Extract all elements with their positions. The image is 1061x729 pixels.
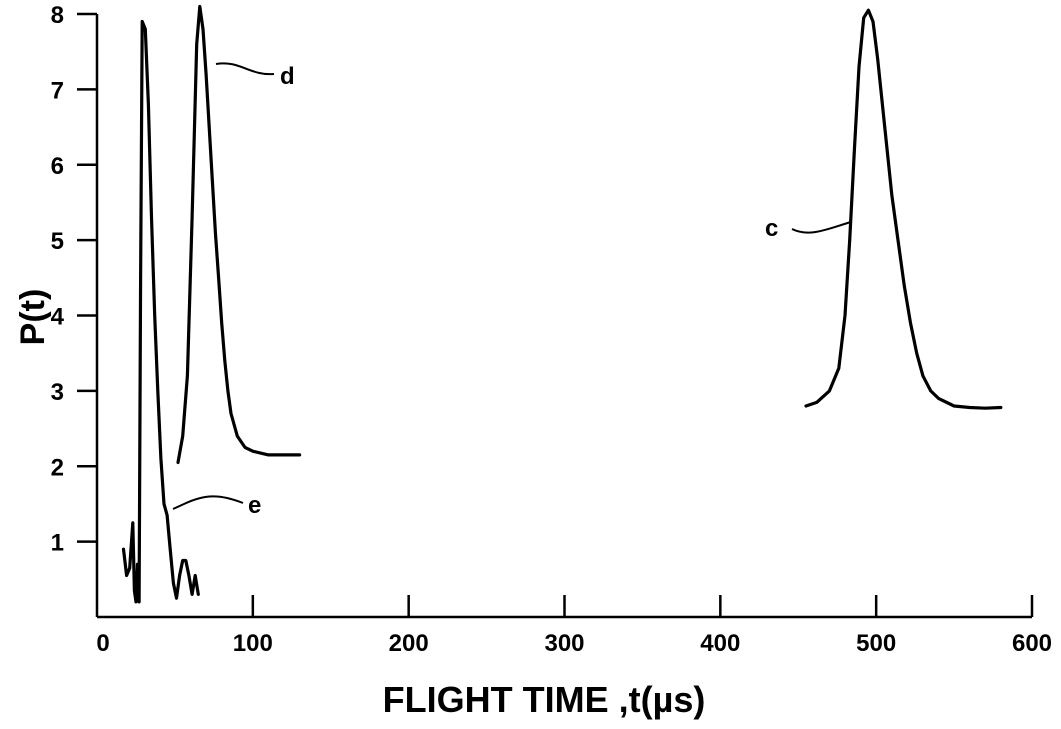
x-axis-ticks: 0 100 200 300 400 500 600 bbox=[96, 595, 1052, 657]
leader-line-c bbox=[791, 221, 852, 234]
y-axis-ticks: 1 2 3 4 5 6 7 8 bbox=[51, 2, 97, 557]
y-tick-label: 1 bbox=[51, 530, 64, 557]
y-tick-label: 4 bbox=[51, 304, 65, 331]
series-label-c: c bbox=[765, 215, 778, 242]
x-tick-label: 600 bbox=[1012, 630, 1052, 657]
y-tick-label: 7 bbox=[51, 77, 64, 104]
x-tick-label: 100 bbox=[233, 630, 273, 657]
x-tick-label: 300 bbox=[544, 630, 584, 657]
x-axis-title: FLIGHT TIME ,t(µs) bbox=[383, 679, 706, 720]
plot-area bbox=[95, 14, 1032, 619]
series-labels: e d c bbox=[172, 62, 852, 519]
y-tick-label: 6 bbox=[51, 153, 64, 180]
series-line-d bbox=[176, 4, 302, 465]
y-tick-label: 2 bbox=[51, 454, 64, 481]
x-tick-label: 0 bbox=[96, 630, 109, 657]
x-tick-label: 200 bbox=[389, 630, 429, 657]
series-label-e: e bbox=[248, 492, 261, 519]
series-label-d: d bbox=[280, 63, 295, 90]
series-line-c bbox=[804, 8, 1003, 410]
leader-line-e bbox=[172, 495, 244, 510]
x-tick-label: 400 bbox=[700, 630, 740, 657]
y-axis-title: P(t) bbox=[14, 289, 52, 346]
series-layer bbox=[121, 4, 1003, 604]
y-tick-label: 5 bbox=[51, 228, 64, 255]
y-tick-label: 3 bbox=[51, 379, 64, 406]
leader-line-d bbox=[215, 62, 275, 76]
series-line-e bbox=[121, 19, 200, 604]
x-tick-label: 500 bbox=[856, 630, 896, 657]
y-tick-label: 8 bbox=[51, 2, 64, 29]
